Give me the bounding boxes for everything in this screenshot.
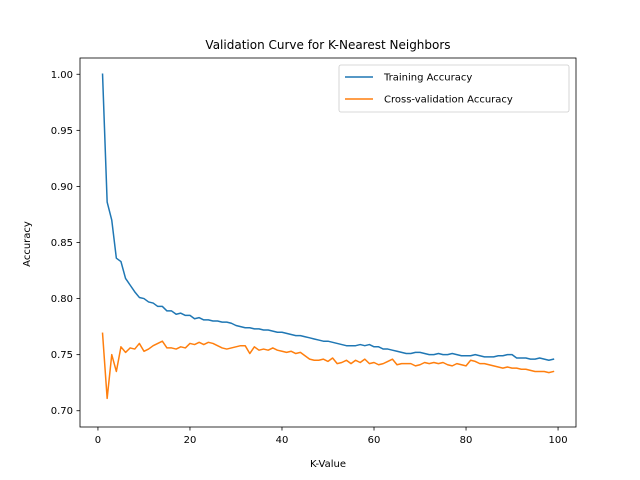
y-tick-label: 1.00 xyxy=(51,70,73,81)
x-tick-label: 80 xyxy=(460,435,473,446)
x-tick-label: 60 xyxy=(368,435,381,446)
y-tick-label: 0.75 xyxy=(51,350,73,361)
y-tick-label: 0.80 xyxy=(51,294,73,305)
legend-label: Cross-validation Accuracy xyxy=(384,95,513,106)
x-axis-label: K-Value xyxy=(310,459,346,470)
y-tick-label: 0.95 xyxy=(51,126,73,137)
plot-frame xyxy=(79,57,577,428)
y-tick-label: 0.85 xyxy=(51,238,73,249)
y-tick-label: 0.90 xyxy=(51,182,73,193)
series-line-cross-validation-accuracy xyxy=(101,332,555,400)
chart-title: Validation Curve for K-Nearest Neighbors xyxy=(205,38,450,52)
legend-box xyxy=(338,64,570,113)
x-tick-label: 40 xyxy=(276,435,289,446)
legend-label: Training Accuracy xyxy=(383,73,472,84)
x-tick-label: 0 xyxy=(95,435,101,446)
y-axis-label: Accuracy xyxy=(22,221,33,267)
y-tick-label: 0.70 xyxy=(51,406,73,417)
legend: Training Accuracy Cross-validation Accura… xyxy=(338,64,570,113)
x-tick-label: 100 xyxy=(549,435,568,446)
series-line-training-accuracy xyxy=(101,73,555,362)
plot-area: 0 20 40 60 80 100 0.70 0.75 0.80 0.85 0.90 0.95 1.00 xyxy=(51,57,577,446)
x-tick-label: 20 xyxy=(184,435,197,446)
